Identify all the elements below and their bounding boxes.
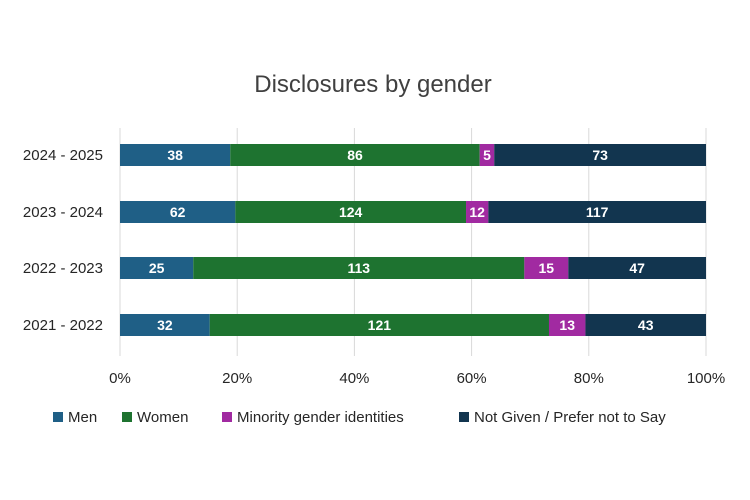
bar-men-2023-2024 bbox=[120, 201, 236, 223]
legend-label-women: Women bbox=[137, 409, 188, 426]
bar-women-2024-2025 bbox=[230, 144, 480, 166]
data-label: 47 bbox=[629, 260, 645, 276]
x-tick-label: 0% bbox=[109, 370, 131, 387]
x-axis-tick-labels: 0% 20% 40% 60% 80% 100% bbox=[109, 370, 725, 387]
bar-men-2022-2023 bbox=[120, 257, 194, 279]
bars bbox=[120, 144, 706, 336]
data-label: 121 bbox=[368, 317, 392, 333]
data-label: 12 bbox=[469, 204, 485, 220]
bar-not-given-prefer-not-to-say-2021-2022 bbox=[585, 314, 706, 336]
data-label: 62 bbox=[170, 204, 186, 220]
category-label: 2021 - 2022 bbox=[23, 317, 103, 334]
data-label: 15 bbox=[539, 260, 555, 276]
data-label: 117 bbox=[586, 204, 609, 220]
bar-minority-gender-identities-2024-2025 bbox=[479, 144, 495, 166]
x-tick-label: 40% bbox=[339, 370, 369, 387]
data-label: 73 bbox=[592, 147, 608, 163]
legend-swatch-not-given-prefer-not-to-say bbox=[459, 412, 469, 422]
bar-women-2022-2023 bbox=[193, 257, 525, 279]
data-label: 124 bbox=[339, 204, 363, 220]
bar-not-given-prefer-not-to-say-2022-2023 bbox=[568, 257, 706, 279]
x-tick-label: 60% bbox=[457, 370, 487, 387]
x-tick-label: 100% bbox=[687, 370, 725, 387]
legend-label-minority-gender-identities: Minority gender identities bbox=[237, 409, 404, 426]
bar-not-given-prefer-not-to-say-2023-2024 bbox=[488, 201, 706, 223]
data-label: 113 bbox=[347, 260, 370, 276]
category-label: 2022 - 2023 bbox=[23, 260, 103, 277]
category-label: 2023 - 2024 bbox=[23, 204, 103, 221]
legend: Men Women Minority gender identities Not Gi… bbox=[53, 409, 666, 426]
x-tick-label: 20% bbox=[222, 370, 252, 387]
x-tick-label: 80% bbox=[574, 370, 604, 387]
legend-label-not-given-prefer-not-to-say: Not Given / Prefer not to Say bbox=[474, 409, 666, 426]
data-label: 5 bbox=[483, 147, 491, 163]
bar-minority-gender-identities-2023-2024 bbox=[466, 201, 489, 223]
data-label: 43 bbox=[638, 317, 654, 333]
category-label: 2024 - 2025 bbox=[23, 147, 103, 164]
data-label: 25 bbox=[149, 260, 165, 276]
chart-title: Disclosures by gender bbox=[254, 71, 491, 98]
bar-women-2021-2022 bbox=[209, 314, 549, 336]
legend-swatch-minority-gender-identities bbox=[222, 412, 232, 422]
bar-minority-gender-identities-2021-2022 bbox=[548, 314, 586, 336]
bar-men-2024-2025 bbox=[120, 144, 231, 166]
bar-not-given-prefer-not-to-say-2024-2025 bbox=[494, 144, 706, 166]
legend-swatch-men bbox=[53, 412, 63, 422]
data-label: 32 bbox=[157, 317, 173, 333]
data-labels: 38 86 5 73 62 124 12 117 25 113 15 47 32 121 13 43 bbox=[149, 147, 654, 333]
bar-men-2021-2022 bbox=[120, 314, 210, 336]
category-labels: 2024 - 2025 2023 - 2024 2022 - 2023 2021 - … bbox=[23, 147, 103, 334]
data-label: 86 bbox=[347, 147, 363, 163]
legend-swatch-women bbox=[122, 412, 132, 422]
data-label: 38 bbox=[167, 147, 183, 163]
data-label: 13 bbox=[559, 317, 575, 333]
bar-minority-gender-identities-2022-2023 bbox=[524, 257, 569, 279]
bar-women-2023-2024 bbox=[235, 201, 467, 223]
legend-label-men: Men bbox=[68, 409, 97, 426]
